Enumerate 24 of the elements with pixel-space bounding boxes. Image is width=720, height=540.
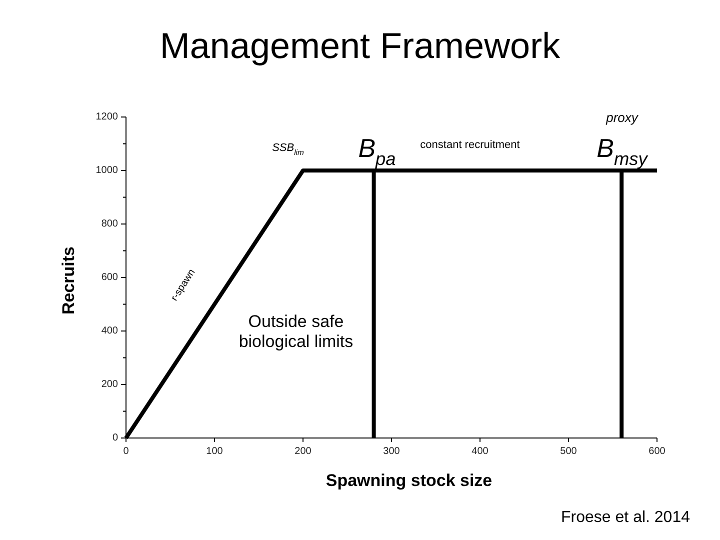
annotation: B$_{pa}$ — [358, 132, 396, 169]
y-tick-label: 600 — [101, 272, 118, 284]
text: Froese et al. 2014 — [561, 509, 690, 526]
annotation: B$_{msy}$ — [596, 132, 650, 169]
y-tick-label: 1000 — [96, 165, 118, 176]
annotation: SSB$_{lim}$ — [272, 142, 305, 157]
x-tick-label: 0 — [123, 446, 130, 457]
annotation: constant recruitment — [420, 138, 520, 151]
x-tick-label: 600 — [648, 446, 666, 457]
y-tick-label: 0 — [112, 432, 118, 444]
x-tick-label: 400 — [472, 446, 489, 457]
y-tick-label: 800 — [101, 218, 118, 230]
annotation: proxy — [605, 110, 640, 126]
x-tick-label: 100 — [206, 446, 224, 457]
chart-title: Management Framework — [160, 25, 562, 66]
x-tick-label: 200 — [294, 446, 312, 457]
y-axis-title: Recruits — [59, 246, 78, 315]
y-tick-label: 400 — [101, 326, 118, 337]
y-tick-label: 1200 — [96, 112, 118, 123]
annotation: Outside safe biological limits — [238, 312, 354, 352]
x-tick-label: 500 — [560, 446, 578, 457]
x-axis-title: Spawning stock size — [326, 471, 492, 490]
y-tick-label: 200 — [101, 379, 118, 390]
x-tick-label: 300 — [383, 446, 400, 457]
